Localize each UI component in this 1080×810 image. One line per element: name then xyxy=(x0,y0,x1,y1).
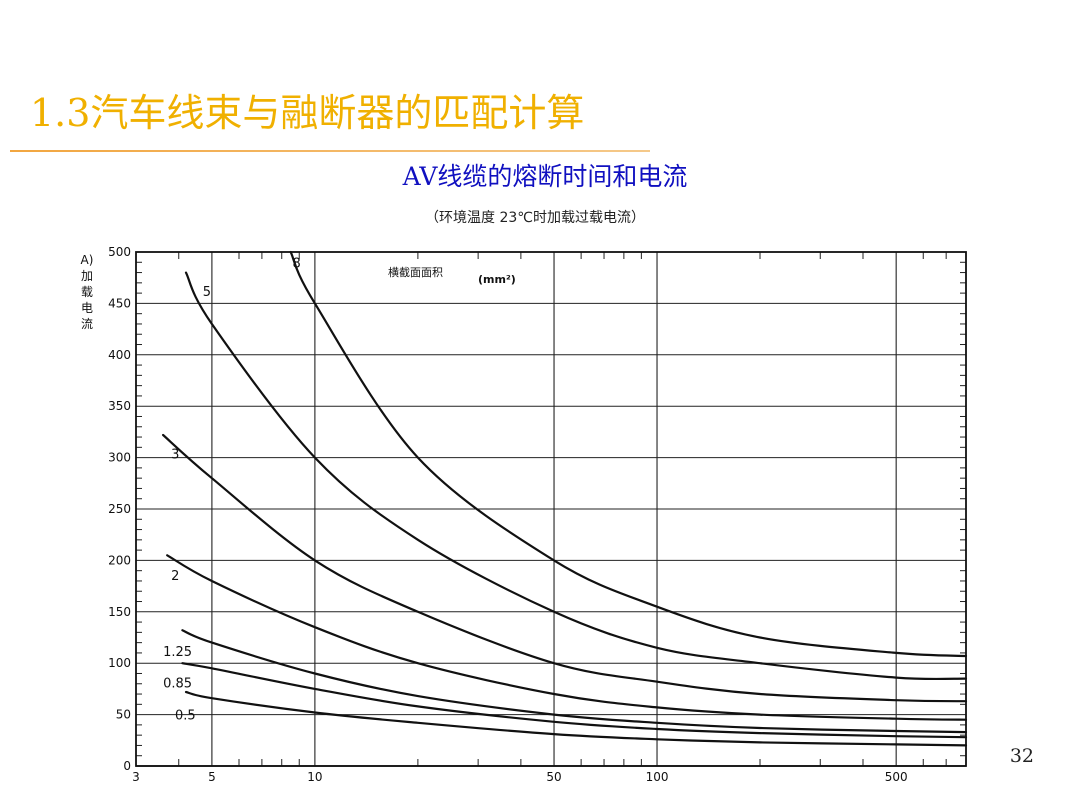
y-tick-label: 350 xyxy=(108,399,131,413)
x-tick-label: 10 xyxy=(307,770,322,784)
y-tick-label: 150 xyxy=(108,605,131,619)
y-tick-label: 250 xyxy=(108,502,131,516)
series-line-0_5 xyxy=(184,690,968,747)
x-tick-label: 5 xyxy=(208,770,216,784)
chart-series xyxy=(162,250,968,747)
series-label: 0.5 xyxy=(175,709,196,724)
chart-grid xyxy=(136,251,966,767)
y-axis-label: 电 xyxy=(81,301,93,315)
slide-title: 1.3汽车线束与融断器的匹配计算 xyxy=(30,91,585,135)
series-line-3 xyxy=(162,433,968,703)
chart-labels: 0 50 100 150 200 250 300 350 400 450 500 3 5 10 50 100 5… xyxy=(81,245,908,784)
page-number: 32 xyxy=(1009,745,1034,767)
y-axis-label: 流 xyxy=(81,317,93,331)
y-tick-label: 50 xyxy=(116,708,131,722)
x-tick-label: 50 xyxy=(546,770,561,784)
y-axis-label: 加 xyxy=(81,269,93,283)
series-line-5 xyxy=(184,271,968,681)
y-tick-label: 200 xyxy=(108,553,131,567)
x-tick-label: 500 xyxy=(885,770,908,784)
series-label: 1.25 xyxy=(163,645,192,660)
y-tick-label: 300 xyxy=(108,451,131,465)
legend-unit: (mm²) xyxy=(478,273,516,286)
series-label: 3 xyxy=(171,447,179,462)
title-divider xyxy=(10,150,650,152)
series-line-0_85 xyxy=(181,662,968,739)
legend-title: 横截面面积 xyxy=(388,265,443,279)
y-tick-label: 400 xyxy=(108,348,131,362)
series-line-2 xyxy=(166,554,968,721)
series-label: 8 xyxy=(292,256,300,271)
y-tick-label: 500 xyxy=(108,245,131,259)
series-label: 0.85 xyxy=(163,677,192,692)
y-axis-label: 载 xyxy=(81,285,93,299)
series-label: 2 xyxy=(171,569,179,584)
series-line-8 xyxy=(289,250,968,658)
x-tick-label: 3 xyxy=(132,770,140,784)
y-tick-label: 100 xyxy=(108,656,131,670)
chart-axes xyxy=(135,251,967,767)
y-tick-label: 450 xyxy=(108,296,131,310)
chart-subtitle: （环境温度 23℃时加载过载电流） xyxy=(425,210,645,226)
chart-title: AV线缆的熔断时间和电流 xyxy=(402,162,688,191)
y-tick-label: 0 xyxy=(123,759,131,773)
y-axis-label: A) xyxy=(81,253,94,267)
series-line-1_25 xyxy=(181,629,968,734)
plot-frame xyxy=(135,251,967,767)
series-label: 5 xyxy=(203,285,211,300)
x-tick-label: 100 xyxy=(646,770,669,784)
